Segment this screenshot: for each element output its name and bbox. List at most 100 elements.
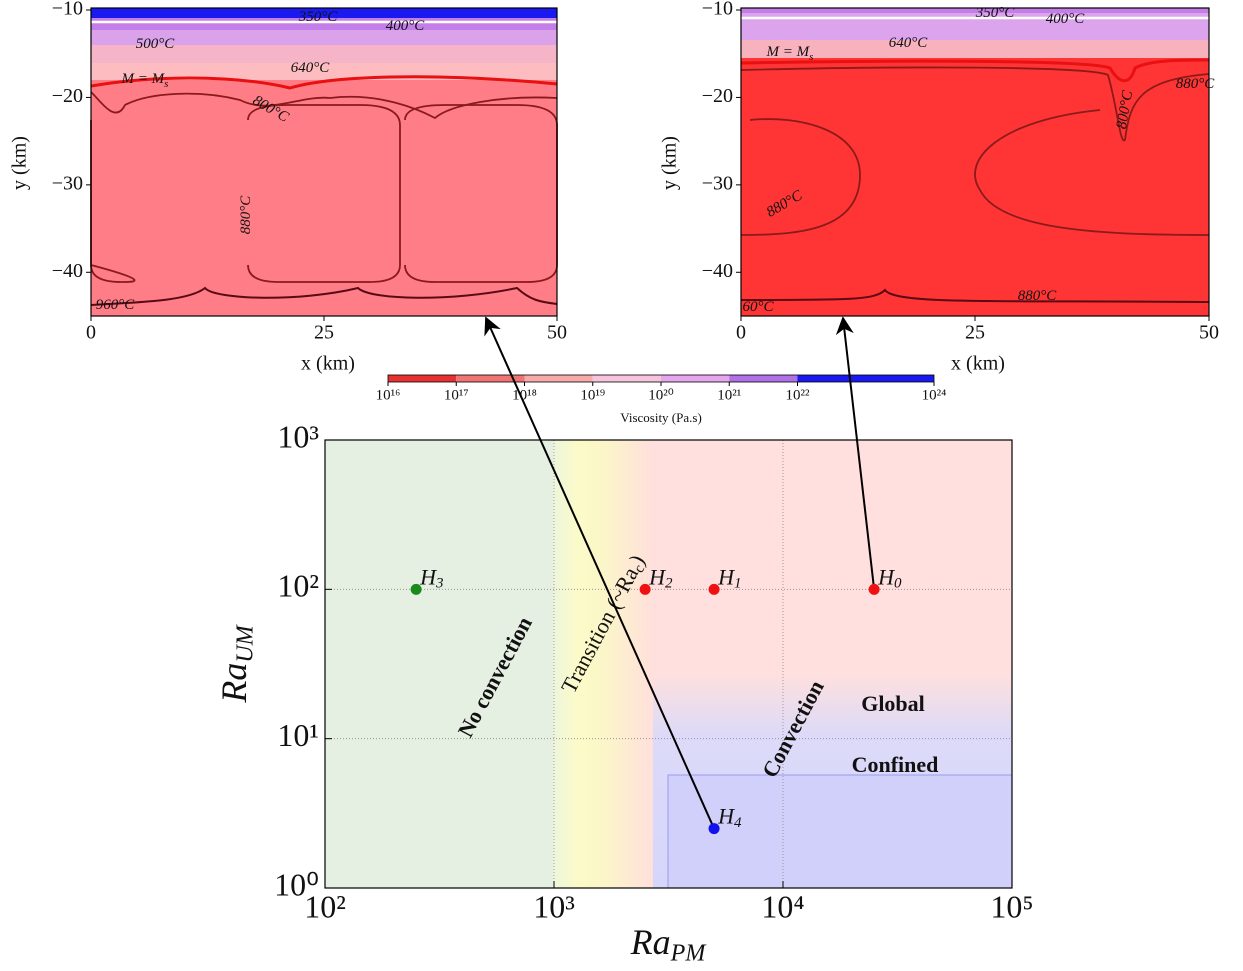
y-axis-label: y (km) [659,136,681,190]
x-axis-label-main: Ra [630,922,671,962]
y-tick-label: −40 [702,260,733,282]
y-tick-label: 10¹ [277,717,319,753]
point [708,823,720,835]
x-tick-label: 25 [314,322,334,344]
x-tick-label: 50 [547,322,567,344]
contour-label: 350°C [298,9,338,25]
contour-label-main: M = M [766,44,811,60]
x-tick-label: 10³ [533,888,575,924]
contour-label: 640°C [291,60,330,76]
contour-label-main: 350°C [298,9,338,25]
contour-label: 960°C [96,297,135,313]
x-tick-label: 25 [965,322,985,344]
point [410,583,422,595]
colorbar-tick-label: 10²⁰ [648,387,674,403]
colorbar-tick-label: 10¹⁹ [580,387,605,403]
x-tick-label: 0 [86,322,96,344]
contour-band [91,8,557,18]
contour-label: 400°C [386,18,425,34]
contour-label-main: 880°C [1176,76,1215,92]
arrow [835,316,876,590]
contour-line [974,109,1210,236]
point-label-main: H [717,564,735,589]
colorbar-tick-label: 10¹⁷ [444,387,469,403]
point [708,583,720,595]
annotation-main: Global [861,691,925,716]
y-axis-label: y (km) [9,136,31,190]
point-label-sub: 1 [734,576,742,592]
point-label: H3 [419,564,443,592]
y-axis-label: RaUM [214,623,258,703]
contour-label-main: 880°C [1018,288,1057,304]
x-tick-label: 50 [1199,322,1219,344]
y-tick-label: −30 [702,172,733,194]
point-label-sub: 0 [894,576,902,592]
contour-line [740,58,1210,83]
contour-label-main: 60°C [742,299,774,315]
y-tick-label: 10² [277,568,319,604]
contour-label: 880°C [1018,288,1057,304]
colorbar-segment [661,375,730,382]
y-axis-label-sub: UM [232,623,258,662]
contour-band [741,58,1209,316]
contour-label-main: 500°C [136,36,175,52]
contour-label: 60°C [742,299,774,315]
colorbar-tick-label: 10¹⁸ [512,387,537,403]
point [868,583,880,595]
contour-band [91,45,557,63]
contour-label: 640°C [889,35,928,51]
contour-label-main: 640°C [291,60,330,76]
x-tick-label: 10² [304,888,346,924]
colorbar-segment [456,375,525,382]
region-no-convection [325,440,553,888]
contour-label: 880°C [238,195,254,234]
arrow [484,316,715,829]
contour-label-main: 960°C [96,297,135,313]
colorbar-segment [592,375,661,382]
point-label-main: H [648,564,666,589]
contour-band [741,8,1209,13]
contour-label: 880°C [1176,76,1215,92]
contour-line [740,288,1210,303]
colorbar-label: Viscosity (Pa.s) [620,410,702,425]
x-axis-label-sub: PM [670,940,708,966]
point-label: H1 [717,564,741,592]
point-label: H2 [648,564,673,592]
colorbar-segment [729,375,798,382]
contour-label-sub: s [164,77,168,89]
contour-label-main: 880°C [238,195,254,234]
contour-line [247,104,401,283]
contour-label-main: 400°C [1046,11,1085,27]
x-tick-label: 10⁴ [761,888,804,924]
contour-band [91,30,557,45]
contour-label-main: 400°C [386,18,425,34]
y-tick-label: −20 [52,85,83,107]
contour-label: 400°C [1046,11,1085,27]
contour-label-main: 800°C [1114,89,1137,131]
colorbar-segment [388,375,457,382]
contour-band [741,40,1209,58]
point [639,583,651,595]
x-axis-label: RaPM [630,922,708,966]
contour-line [740,66,1210,142]
annotation: Confined [852,752,939,777]
y-tick-label: −10 [52,0,83,20]
contour-label: M = Ms [766,44,814,62]
contour-label: 350°C [975,5,1015,21]
contour-line [90,91,558,120]
contour-label: 500°C [136,36,175,52]
axes-frame [324,439,1013,889]
point-label-sub: 4 [734,815,742,831]
contour-label-sub: s [809,50,813,62]
point-label: H4 [717,804,742,832]
contour-band [91,80,557,316]
y-axis-label-main: Ra [214,663,254,704]
point-label-main: H [717,804,735,829]
y-tick-label: 10⁰ [274,866,319,902]
colorbar-segment [524,375,593,382]
y-tick-label: −40 [52,260,83,282]
colorbar-segment [797,375,934,382]
point-label-main: H [877,564,895,589]
annotation: Global [861,691,925,716]
